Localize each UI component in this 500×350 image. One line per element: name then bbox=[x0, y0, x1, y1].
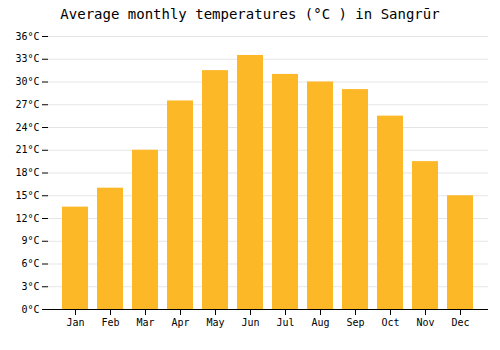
svg-text:6°C: 6°C bbox=[21, 258, 39, 269]
svg-text:Feb: Feb bbox=[101, 317, 119, 328]
svg-text:Mar: Mar bbox=[136, 317, 154, 328]
svg-text:27°C: 27°C bbox=[15, 99, 39, 110]
svg-text:36°C: 36°C bbox=[15, 31, 39, 42]
svg-text:Oct: Oct bbox=[381, 317, 399, 328]
svg-text:May: May bbox=[206, 317, 224, 328]
svg-text:12°C: 12°C bbox=[15, 213, 39, 224]
svg-text:Aug: Aug bbox=[311, 317, 329, 328]
svg-text:15°C: 15°C bbox=[15, 190, 39, 201]
svg-text:3°C: 3°C bbox=[21, 281, 39, 292]
svg-text:9°C: 9°C bbox=[21, 235, 39, 246]
svg-text:21°C: 21°C bbox=[15, 144, 39, 155]
svg-text:Apr: Apr bbox=[171, 317, 189, 328]
svg-text:Jan: Jan bbox=[66, 317, 84, 328]
svg-text:0°C: 0°C bbox=[21, 304, 39, 315]
svg-text:24°C: 24°C bbox=[15, 122, 39, 133]
svg-text:18°C: 18°C bbox=[15, 167, 39, 178]
svg-text:Nov: Nov bbox=[416, 317, 434, 328]
svg-text:Dec: Dec bbox=[451, 317, 469, 328]
svg-text:Jun: Jun bbox=[241, 317, 259, 328]
svg-text:33°C: 33°C bbox=[15, 53, 39, 64]
html-text:Average monthly temperatures (: Average monthly temperatures (°C ) in Sa… bbox=[60, 6, 440, 22]
svg-text:30°C: 30°C bbox=[15, 76, 39, 87]
svg-text:Jul: Jul bbox=[276, 317, 294, 328]
svg-text:Sep: Sep bbox=[346, 317, 364, 328]
